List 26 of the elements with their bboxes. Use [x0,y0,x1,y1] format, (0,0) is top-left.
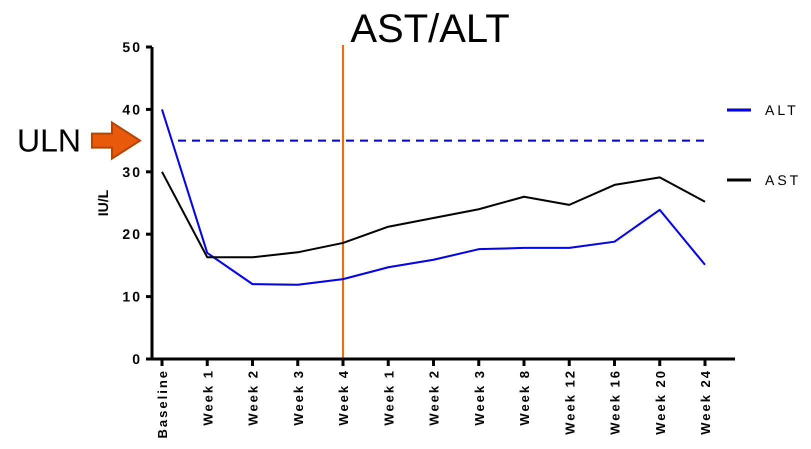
y-tick-label: 30 [122,164,142,180]
legend-label: AST [765,172,802,188]
x-tick-label: Week 2 [426,369,442,426]
x-tick-label: Week 12 [562,369,578,435]
y-tick-label: 20 [122,226,142,242]
x-tick-label: Week 1 [200,369,216,426]
x-tick-label: Week 3 [472,369,487,426]
legend-label: ALT [765,102,799,118]
x-tick-label: Week 16 [608,369,622,435]
x-tick-label: Week 24 [698,369,713,435]
chart-title: AST/ALT [350,7,510,51]
y-tick-label: 50 [122,39,142,55]
x-tick-label: Week 20 [652,369,668,435]
x-tick-label: Week 8 [517,369,532,426]
line-series [161,170,706,258]
y-axis-title: IU/L [95,189,111,216]
y-tick-label: 40 [122,101,142,118]
x-tick-label: Week 2 [246,369,260,426]
x-tick-label: Week 3 [290,369,306,426]
line-series [161,108,706,286]
text: ULN [17,122,82,159]
y-tick-label: 10 [122,288,142,305]
y-tick-label: 0 [132,351,142,367]
x-tick-label: Baseline [155,369,170,438]
x-tick-label: Week 4 [336,369,351,426]
x-tick-label: Week 1 [381,369,396,426]
